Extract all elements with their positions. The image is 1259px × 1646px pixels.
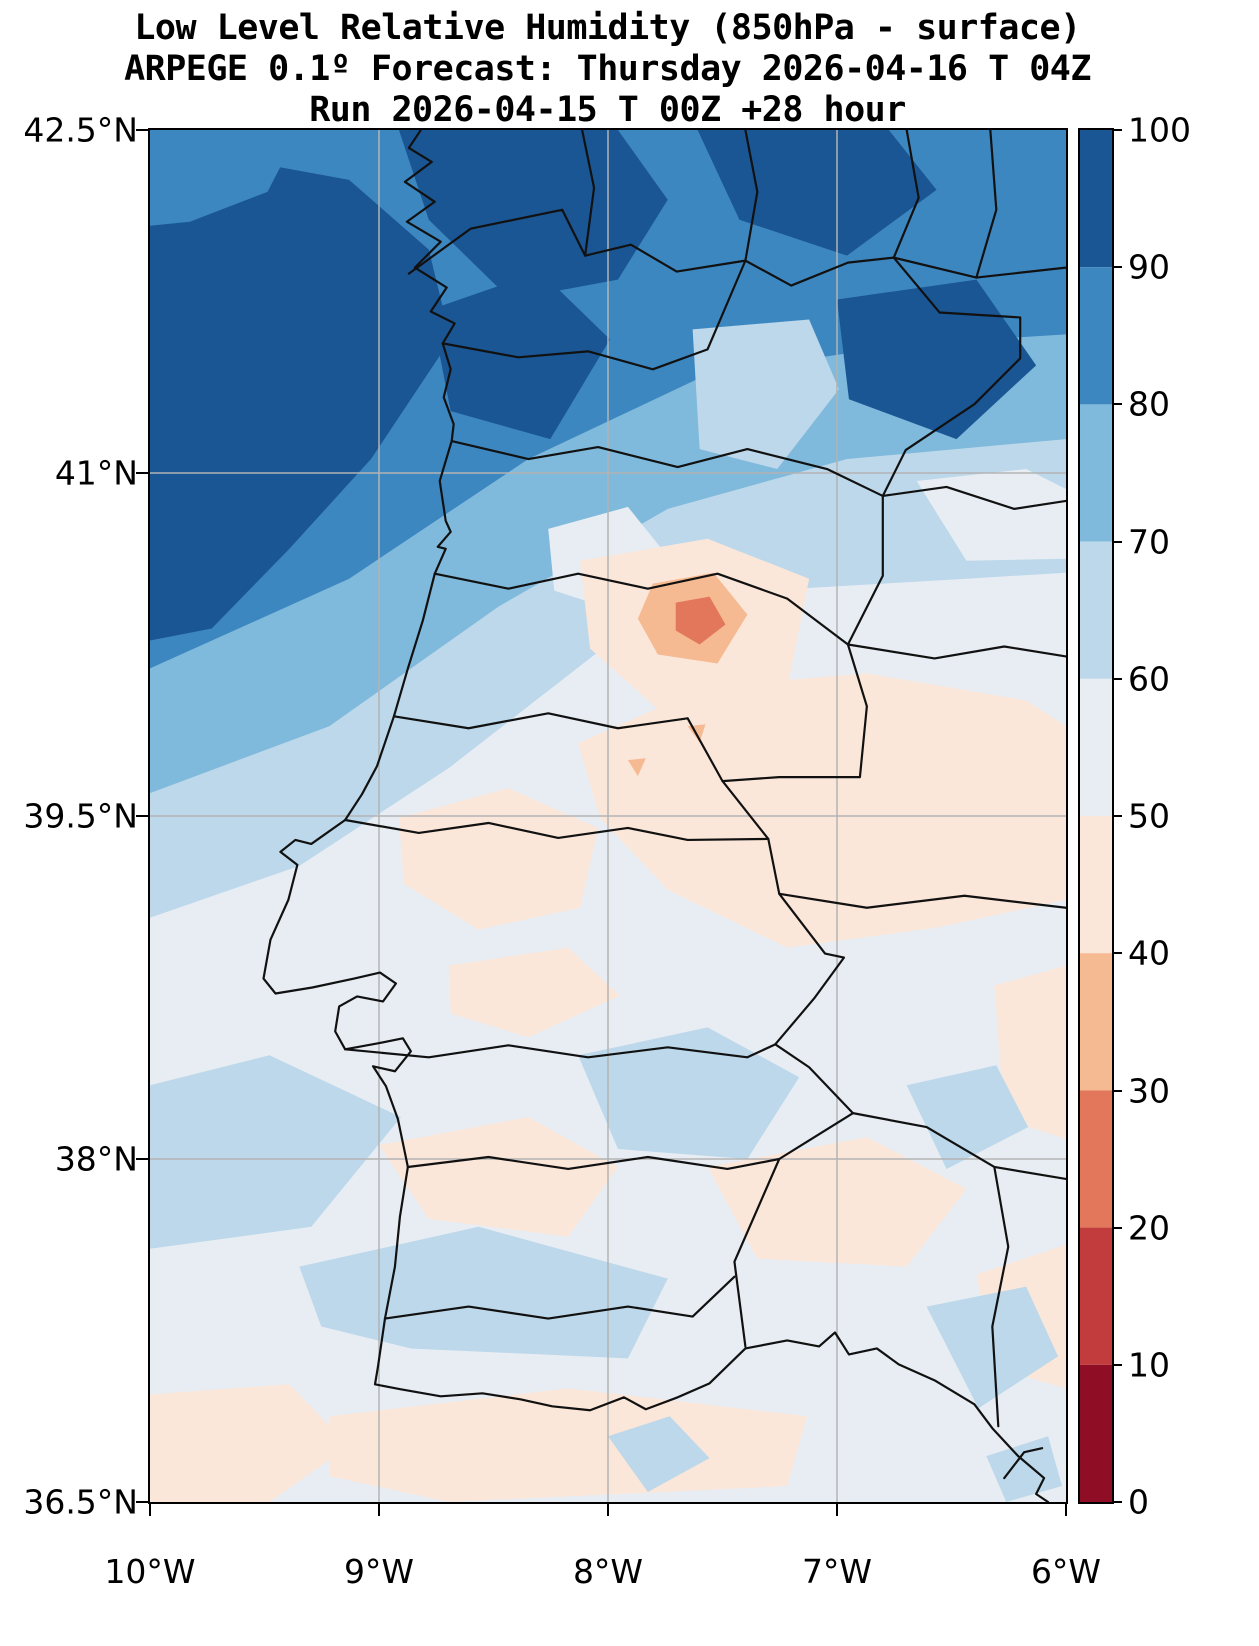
- contour-60-70-patch: [608, 1416, 710, 1493]
- rh-contour-map: [150, 130, 1066, 1502]
- colorbar-tick-label: 60: [1128, 659, 1170, 699]
- colorbar-bin-20-30: [1080, 1090, 1112, 1228]
- district-boundary: [406, 1155, 781, 1171]
- district-boundary: [344, 818, 770, 842]
- contour-90-100-blob: [430, 271, 610, 440]
- contour-40-50-patch: [329, 1388, 808, 1502]
- contour-60-70-patch: [986, 1436, 1063, 1502]
- province-boundary: [846, 643, 1066, 660]
- colorbar-tick-label: 10: [1128, 1345, 1170, 1385]
- province-boundary: [851, 1112, 1066, 1181]
- lat-tick-label: 41°N: [54, 453, 138, 493]
- chart-title-block: Low Level Relative Humidity (850hPa - su…: [0, 8, 1215, 131]
- province-boundary: [975, 130, 998, 279]
- district-boundary: [344, 1043, 777, 1059]
- contour-80-90-corner: [150, 130, 300, 226]
- district-boundary: [450, 439, 884, 498]
- contour-40-50-patch: [398, 788, 599, 930]
- contour-60-70-patch: [299, 1226, 668, 1359]
- colorbar-gradient: [1080, 130, 1112, 1502]
- chart-title-line1: Low Level Relative Humidity (850hPa - su…: [134, 8, 1081, 48]
- colorbar-tick-label: 80: [1128, 384, 1170, 424]
- district-boundary: [392, 712, 724, 783]
- lon-tick-label: 6°W: [1030, 1552, 1102, 1591]
- portugal-spain-border: [407, 208, 1022, 1348]
- contour-90-100-blob: [697, 130, 937, 256]
- cadiz-spit: [1003, 1447, 1044, 1480]
- colorbar-tick-label: 100: [1128, 110, 1191, 150]
- colorbar: [1078, 128, 1114, 1504]
- lon-tick-label: 10°W: [104, 1552, 196, 1591]
- colorbar-bin-40-50: [1080, 816, 1112, 954]
- colorbar-tick-label: 40: [1128, 933, 1170, 973]
- district-boundary: [441, 259, 747, 371]
- map-panel: [148, 128, 1068, 1504]
- colorbar-bin-0-10: [1080, 1364, 1112, 1502]
- lon-tick-label: 7°W: [801, 1552, 873, 1591]
- province-boundary: [881, 485, 1066, 510]
- contour-60-70-inlay: [692, 319, 839, 470]
- colorbar-bin-90-100: [1080, 130, 1112, 268]
- contour-40-50-patch: [448, 947, 620, 1038]
- colorbar-bin-70-80: [1080, 404, 1112, 542]
- province-boundary: [991, 1165, 1010, 1428]
- contour-90-100-blob: [837, 279, 1037, 440]
- colorbar-tick-label: 20: [1128, 1208, 1170, 1248]
- province-boundary: [892, 130, 920, 259]
- contour-40-50-patch: [379, 1117, 618, 1237]
- province-boundary: [778, 892, 1066, 909]
- lat-tick-label: 42.5°N: [23, 110, 138, 150]
- colorbar-tick-label: 70: [1128, 522, 1170, 562]
- colorbar-bin-30-40: [1080, 953, 1112, 1091]
- lon-tick-label: 8°W: [572, 1552, 644, 1591]
- chart-title-line3: Run 2026-04-15 T 00Z +28 hour: [309, 90, 906, 130]
- province-boundary: [581, 130, 596, 257]
- contour-60-70-patch: [926, 1286, 1059, 1409]
- admin-boundaries: [262, 130, 1066, 1502]
- contour-90-100-blob: [150, 159, 451, 641]
- province-boundary: [744, 130, 759, 262]
- lat-tick-label: 39.5°N: [23, 796, 138, 836]
- colorbar-tick-label: 0: [1128, 1482, 1149, 1522]
- lon-tick-label: 9°W: [343, 1552, 415, 1591]
- lat-tick-label: 36.5°N: [23, 1482, 138, 1522]
- colorbar-tick-label: 30: [1128, 1071, 1170, 1111]
- colorbar-bin-50-60: [1080, 678, 1112, 816]
- lat-tick-label: 38°N: [54, 1139, 138, 1179]
- contour-60-70-patch: [906, 1065, 1029, 1169]
- colorbar-tick-label: 90: [1128, 247, 1170, 287]
- colorbar-bin-10-20: [1080, 1227, 1112, 1365]
- contour-50-60-inlay: [916, 469, 1066, 561]
- contour-40-50-patch: [150, 1384, 350, 1502]
- contour-20-30-core: [675, 596, 726, 645]
- contour-60-70-patch: [578, 1027, 800, 1159]
- graticule: [150, 130, 1066, 1502]
- district-boundary: [383, 1275, 736, 1320]
- contour-60-70-patch: [150, 1055, 401, 1249]
- colorbar-bin-60-70: [1080, 541, 1112, 679]
- colorbar-tick-label: 50: [1128, 796, 1170, 836]
- contour-30-40-dot: [627, 758, 646, 777]
- colorbar-bin-80-90: [1080, 267, 1112, 405]
- contour-40-50-patch: [994, 965, 1066, 1140]
- coastline: [262, 130, 1050, 1502]
- district-boundary: [433, 572, 850, 646]
- chart-title-line2: ARPEGE 0.1º Forecast: Thursday 2026-04-1…: [124, 49, 1091, 89]
